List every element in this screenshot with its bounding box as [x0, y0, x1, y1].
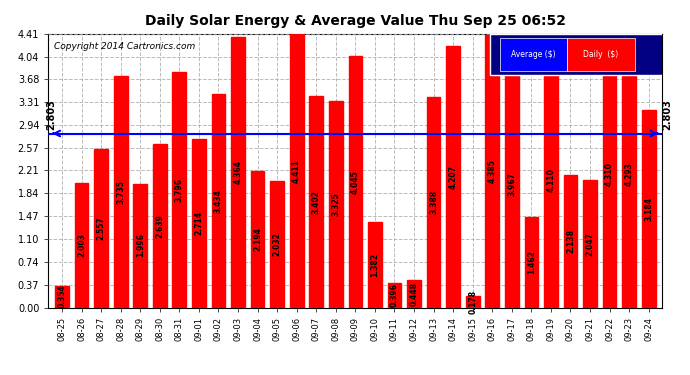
- Bar: [250, 171, 264, 308]
- Text: 0.448: 0.448: [410, 282, 419, 306]
- Text: 4.207: 4.207: [448, 165, 457, 189]
- Text: 1.462: 1.462: [527, 250, 536, 274]
- Text: 3.325: 3.325: [331, 192, 340, 216]
- Text: 2.194: 2.194: [253, 228, 262, 251]
- Bar: [290, 34, 304, 308]
- Bar: [388, 283, 402, 308]
- Bar: [172, 72, 186, 308]
- Bar: [485, 35, 499, 308]
- FancyBboxPatch shape: [500, 38, 567, 71]
- Text: 3.796: 3.796: [175, 178, 184, 202]
- Bar: [544, 53, 558, 308]
- Text: Daily  ($): Daily ($): [583, 50, 619, 59]
- Bar: [55, 285, 69, 308]
- Text: 3.388: 3.388: [429, 190, 438, 214]
- Text: 4.110: 4.110: [546, 168, 555, 192]
- Text: 3.967: 3.967: [507, 172, 516, 196]
- Bar: [466, 297, 480, 307]
- Bar: [564, 175, 578, 308]
- Bar: [270, 182, 284, 308]
- Text: 1.996: 1.996: [136, 234, 145, 258]
- Bar: [212, 94, 226, 308]
- Text: 2.714: 2.714: [195, 211, 204, 235]
- Bar: [329, 101, 343, 308]
- Text: 2.138: 2.138: [566, 229, 575, 253]
- Text: 3.184: 3.184: [644, 196, 653, 220]
- Bar: [446, 46, 460, 308]
- Text: 2.803: 2.803: [662, 99, 672, 130]
- Title: Daily Solar Energy & Average Value Thu Sep 25 06:52: Daily Solar Energy & Average Value Thu S…: [145, 14, 566, 28]
- Text: 0.396: 0.396: [390, 283, 399, 307]
- Bar: [231, 37, 245, 308]
- Bar: [583, 180, 597, 308]
- Text: 3.735: 3.735: [116, 180, 125, 204]
- Bar: [368, 222, 382, 308]
- Bar: [603, 40, 616, 308]
- FancyBboxPatch shape: [491, 34, 675, 75]
- Bar: [407, 280, 421, 308]
- Text: 4.411: 4.411: [292, 159, 301, 183]
- Bar: [348, 56, 362, 308]
- Text: 4.364: 4.364: [233, 160, 242, 184]
- Text: 3.434: 3.434: [214, 189, 223, 213]
- Text: 4.293: 4.293: [624, 162, 633, 186]
- Bar: [133, 184, 147, 308]
- Text: 2.047: 2.047: [586, 232, 595, 256]
- Text: 4.385: 4.385: [488, 159, 497, 183]
- Bar: [95, 149, 108, 308]
- Text: 2.803: 2.803: [46, 99, 57, 130]
- Text: 4.310: 4.310: [605, 162, 614, 186]
- Text: 0.354: 0.354: [57, 285, 66, 308]
- Bar: [426, 97, 440, 308]
- Bar: [153, 144, 166, 308]
- Bar: [114, 76, 128, 307]
- Bar: [505, 61, 519, 308]
- Text: 3.402: 3.402: [312, 190, 321, 214]
- Text: 1.382: 1.382: [371, 253, 380, 277]
- Text: 2.032: 2.032: [273, 232, 282, 256]
- Bar: [642, 110, 656, 308]
- Bar: [75, 183, 88, 308]
- Bar: [622, 41, 636, 308]
- Text: 2.557: 2.557: [97, 216, 106, 240]
- Text: Average ($): Average ($): [511, 50, 555, 59]
- Text: 2.639: 2.639: [155, 214, 164, 237]
- Bar: [192, 139, 206, 308]
- Bar: [309, 96, 323, 308]
- Text: 4.045: 4.045: [351, 170, 360, 194]
- Bar: [524, 217, 538, 308]
- Text: 2.003: 2.003: [77, 233, 86, 257]
- Text: 0.178: 0.178: [469, 290, 477, 314]
- FancyBboxPatch shape: [567, 38, 635, 71]
- Text: Copyright 2014 Cartronics.com: Copyright 2014 Cartronics.com: [55, 42, 196, 51]
